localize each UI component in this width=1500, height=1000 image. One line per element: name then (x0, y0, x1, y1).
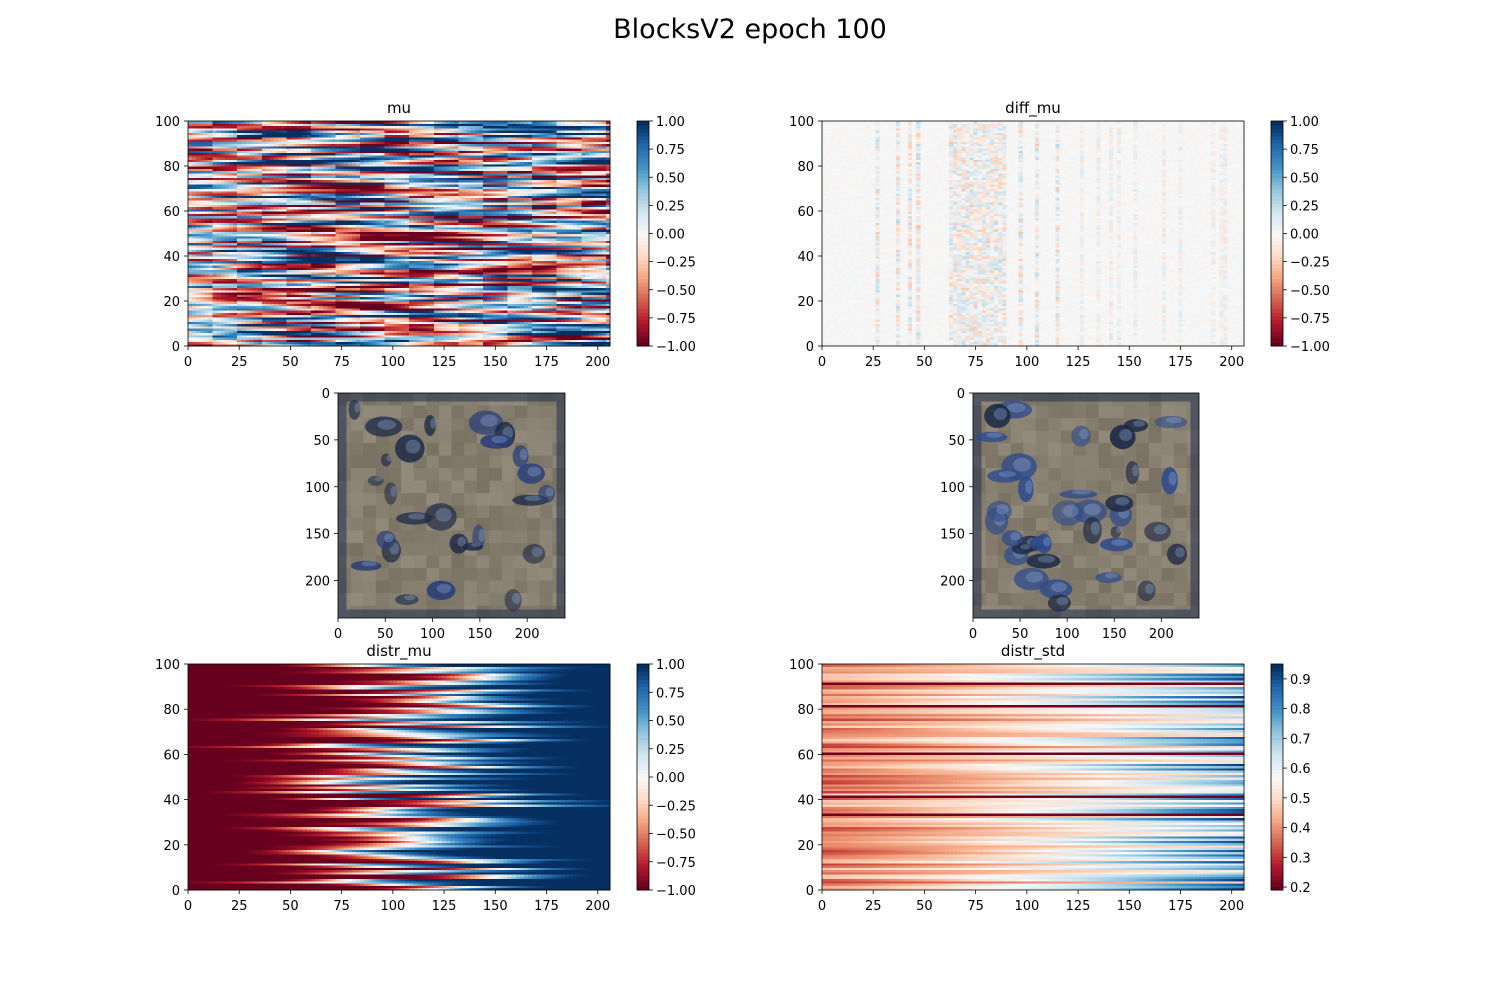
mu-axes: mu0 25 50 75 100 125 150 175 200020406080100 (155, 99, 610, 370)
